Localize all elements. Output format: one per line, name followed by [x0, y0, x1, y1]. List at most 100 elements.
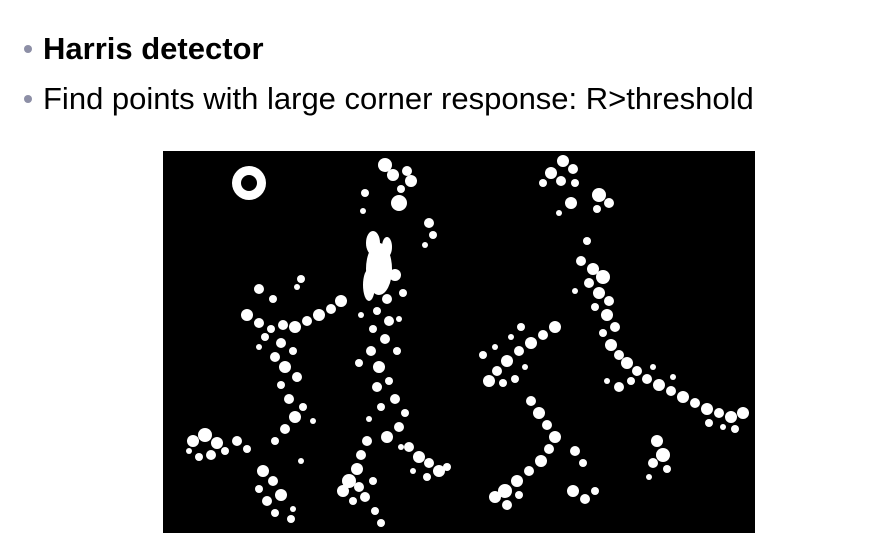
response-blob: [271, 437, 279, 445]
response-blob: [701, 403, 713, 415]
response-blob: [371, 507, 379, 515]
response-blob: [576, 256, 586, 266]
response-blob: [539, 179, 547, 187]
response-blob: [545, 167, 557, 179]
response-blob: [366, 416, 372, 422]
response-blob: [313, 309, 325, 321]
response-blob: [542, 420, 552, 430]
response-blob: [362, 436, 372, 446]
response-blob: [443, 463, 451, 471]
response-blob: [284, 394, 294, 404]
response-blob: [373, 361, 385, 373]
response-blob: [714, 408, 724, 418]
response-blob: [355, 359, 363, 367]
response-blob: [255, 485, 263, 493]
response-blob: [705, 419, 713, 427]
response-blob: [369, 477, 377, 485]
response-blob: [381, 431, 393, 443]
response-blob: [390, 394, 400, 404]
response-blob: [410, 468, 416, 474]
thresholded-response-svg: [163, 151, 755, 533]
response-blob: [241, 309, 253, 321]
response-blob: [297, 275, 305, 283]
response-blob: [261, 333, 269, 341]
image-background: [163, 151, 755, 533]
response-blob: [268, 476, 278, 486]
response-blob: [254, 318, 264, 328]
response-blob: [269, 295, 277, 303]
response-blob: [335, 295, 347, 307]
response-blob: [402, 166, 412, 176]
response-blob: [511, 475, 523, 487]
response-blob: [556, 176, 566, 186]
response-blob: [271, 509, 279, 517]
response-blob: [592, 188, 606, 202]
response-blob: [372, 382, 382, 392]
response-blob: [663, 465, 671, 473]
response-blob: [511, 375, 519, 383]
response-blob: [422, 242, 428, 248]
response-blob: [604, 198, 614, 208]
bullet-dot-icon: [24, 45, 32, 53]
response-blob: [232, 436, 242, 446]
response-blob: [587, 263, 599, 275]
response-blob: [195, 453, 203, 461]
response-blob: [499, 379, 507, 387]
response-blob: [579, 459, 587, 467]
response-blob: [544, 444, 554, 454]
bullet-list: Harris detector Find points with large c…: [24, 24, 754, 124]
response-blob: [571, 179, 579, 187]
response-blob: [627, 377, 635, 385]
response-blob: [621, 357, 633, 369]
response-blob: [211, 437, 223, 449]
response-blob: [404, 442, 414, 452]
response-blob: [396, 316, 402, 322]
response-blob: [292, 372, 302, 382]
response-blob: [601, 309, 613, 321]
response-blob: [413, 451, 425, 463]
response-blob: [186, 448, 192, 454]
response-blob: [642, 374, 652, 384]
response-blob: [570, 446, 580, 456]
response-blob: [525, 337, 537, 349]
response-blob: [656, 448, 670, 462]
response-blob: [690, 398, 700, 408]
response-blob: [299, 403, 307, 411]
response-blob: [646, 474, 652, 480]
response-blob: [583, 237, 591, 245]
response-blob: [221, 447, 229, 455]
response-blob: [337, 485, 349, 497]
response-blob: [593, 205, 601, 213]
response-blob: [666, 386, 676, 396]
response-blob: [363, 269, 375, 301]
response-blob: [604, 296, 614, 306]
response-blob: [508, 334, 514, 340]
response-blob: [572, 288, 578, 294]
response-blob: [387, 169, 399, 181]
response-blob: [605, 339, 617, 351]
ring-hole: [241, 175, 257, 191]
response-blob: [650, 364, 656, 370]
response-blob: [276, 338, 286, 348]
response-blob: [385, 377, 393, 385]
response-blob: [524, 466, 534, 476]
response-blob: [349, 497, 357, 505]
response-blob: [483, 375, 495, 387]
response-blob: [275, 489, 287, 501]
bullet-harris-detector: Harris detector: [24, 24, 754, 74]
response-blob: [254, 284, 264, 294]
response-blob: [405, 175, 417, 187]
bullet-text: Harris detector: [43, 31, 264, 66]
response-blob: [514, 346, 524, 356]
response-blob: [397, 185, 405, 193]
response-blob: [522, 364, 528, 370]
response-blob: [206, 450, 216, 460]
response-blob: [556, 210, 562, 216]
response-blob: [289, 411, 301, 423]
response-blob: [580, 494, 590, 504]
response-blob: [517, 323, 525, 331]
response-blob: [677, 391, 689, 403]
response-blob: [391, 195, 407, 211]
response-blob: [380, 334, 390, 344]
response-blob: [567, 485, 579, 497]
